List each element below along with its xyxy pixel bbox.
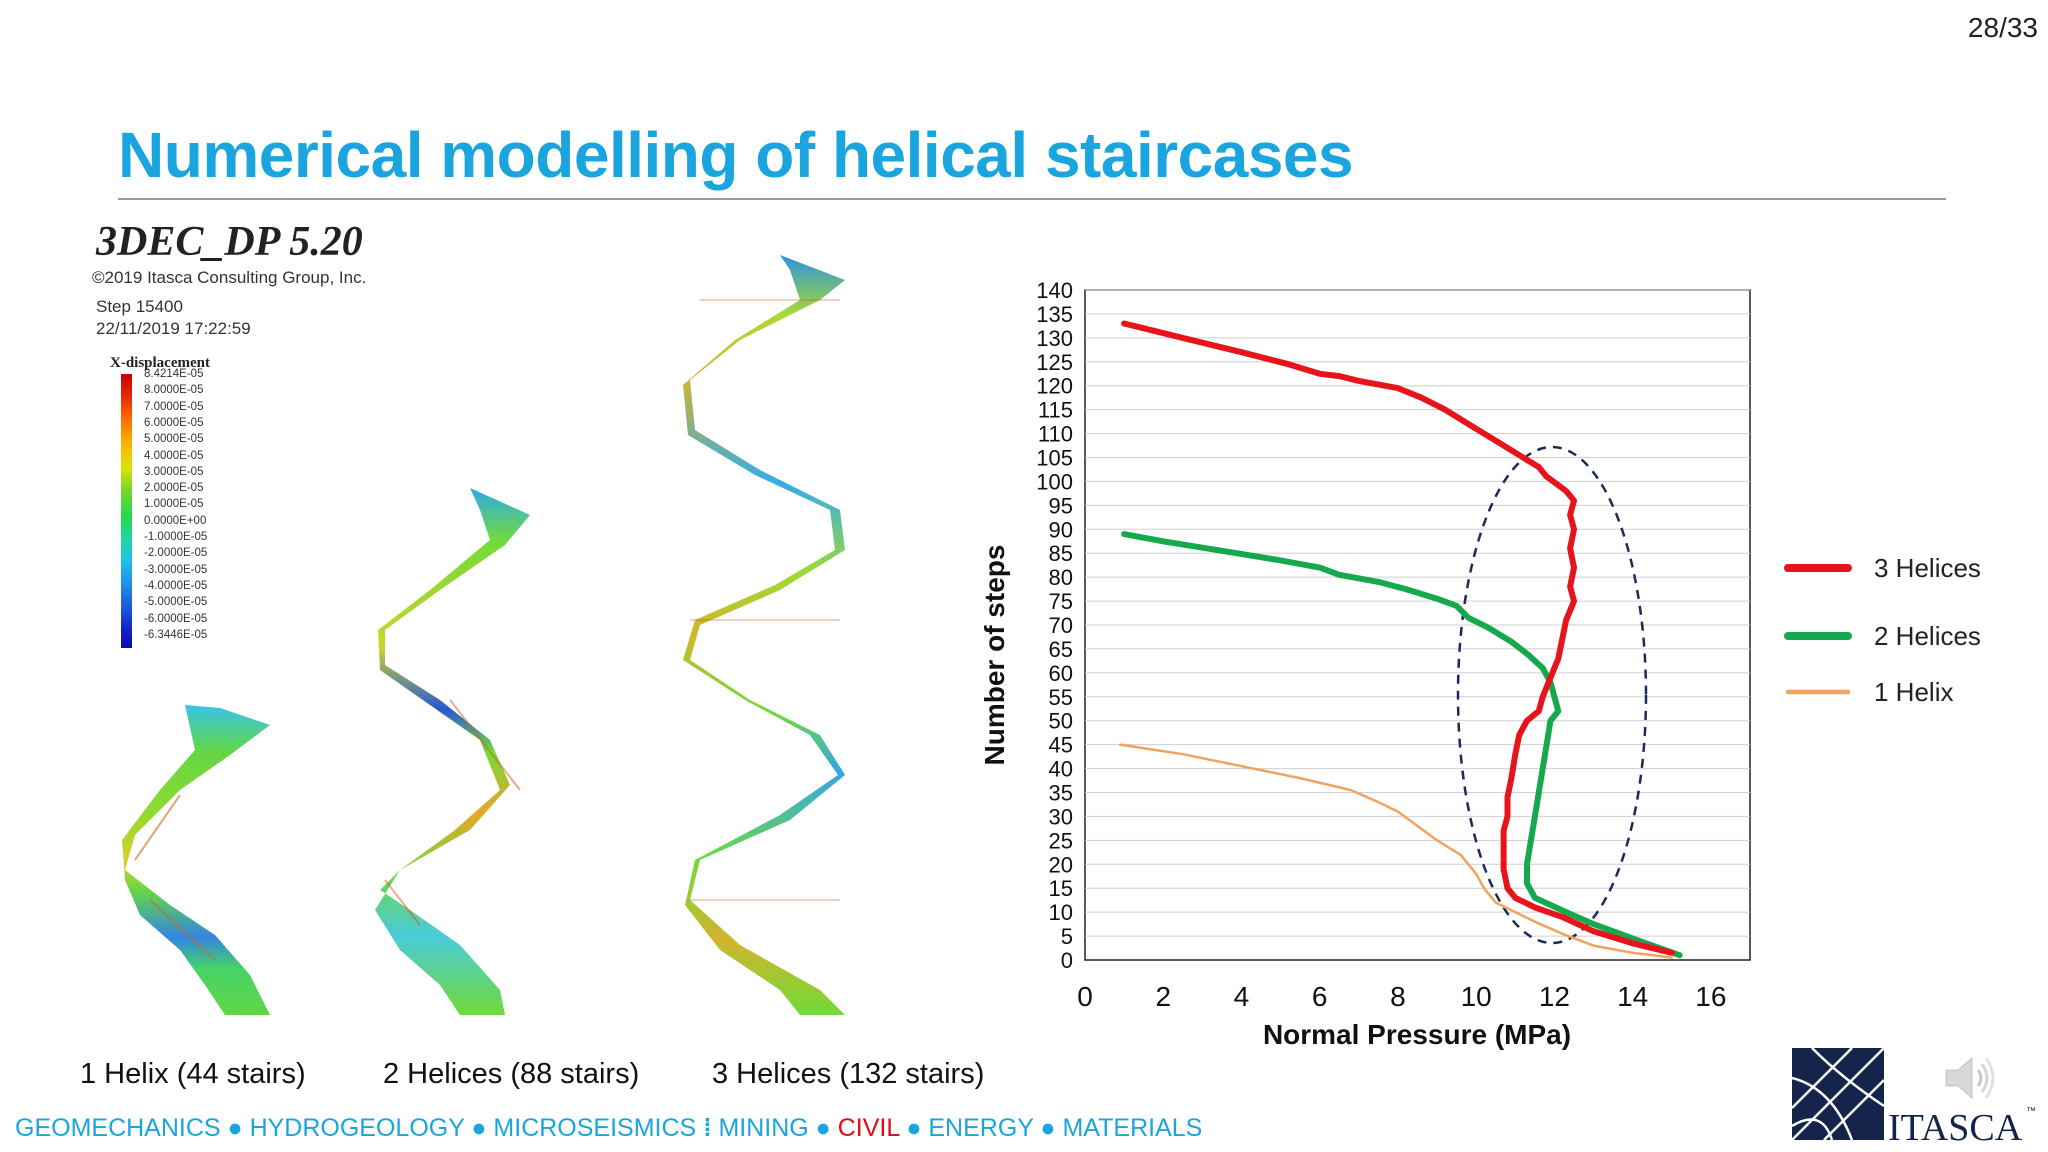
title-divider bbox=[118, 198, 1946, 200]
chart-legend: 3 Helices 2 Helices 1 Helix bbox=[1784, 553, 1981, 707]
series-line-1-helix bbox=[1118, 743, 1674, 959]
y-tick-label: 120 bbox=[1036, 374, 1073, 399]
simulation-title: 3DEC_DP 5.20 bbox=[96, 219, 363, 265]
y-tick-label: 40 bbox=[1049, 757, 1073, 782]
colorbar-label: 8.4214E-05 bbox=[144, 368, 204, 380]
footer-mining: MINING ● bbox=[718, 1114, 831, 1142]
simulation-copyright: ©2019 Itasca Consulting Group, Inc. bbox=[92, 268, 367, 287]
x-tick-label: 12 bbox=[1539, 981, 1570, 1012]
legend-label: 2 Helices bbox=[1874, 621, 1981, 651]
itasca-logo: ITASCA ™ bbox=[1792, 1048, 2036, 1148]
svg-text:™: ™ bbox=[2026, 1106, 2036, 1117]
colorbar-label: -6.0000E-05 bbox=[144, 612, 208, 625]
y-tick-label: 45 bbox=[1049, 733, 1073, 758]
y-tick-label: 35 bbox=[1049, 781, 1073, 806]
colorbar-label: -5.0000E-05 bbox=[144, 596, 208, 609]
helical-staircase-renderings bbox=[122, 255, 845, 1015]
y-axis-label: Number of steps bbox=[979, 545, 1010, 766]
data-series bbox=[1118, 320, 1683, 959]
highlight-ellipse bbox=[1456, 445, 1648, 945]
x-tick-label: 8 bbox=[1390, 981, 1406, 1012]
caption-3-helices: 3 Helices (132 stairs) bbox=[712, 1058, 985, 1090]
footer-separator: ⁞ bbox=[703, 1114, 712, 1142]
x-tick-label: 16 bbox=[1695, 981, 1726, 1012]
y-tick-label: 25 bbox=[1049, 828, 1073, 853]
y-tick-label: 20 bbox=[1049, 852, 1073, 877]
colorbar-label: -1.0000E-05 bbox=[144, 531, 208, 543]
y-axis-ticks: 0510152025303540455055606570758085909510… bbox=[1036, 278, 1073, 973]
colorbar-label: 4.0000E-05 bbox=[144, 449, 204, 462]
footer-group-1: GEOMECHANICS ● HYDROGEOLOGY ● MICROSEISM… bbox=[15, 1114, 697, 1142]
displacement-colorbar bbox=[121, 374, 132, 648]
y-tick-label: 125 bbox=[1036, 350, 1073, 375]
colorbar-label: 5.0000E-05 bbox=[144, 433, 204, 446]
colorbar-label: -2.0000E-05 bbox=[144, 547, 208, 560]
legend-label: 1 Helix bbox=[1874, 677, 1953, 707]
x-tick-label: 14 bbox=[1617, 981, 1648, 1012]
y-tick-label: 105 bbox=[1036, 446, 1073, 471]
y-tick-label: 30 bbox=[1049, 804, 1073, 829]
y-tick-label: 70 bbox=[1049, 613, 1073, 638]
colorbar-label: -4.0000E-05 bbox=[144, 579, 208, 592]
helix-1-rendering bbox=[122, 705, 270, 1015]
y-tick-label: 65 bbox=[1049, 637, 1073, 662]
y-tick-label: 90 bbox=[1049, 517, 1073, 542]
y-tick-label: 50 bbox=[1049, 709, 1073, 734]
x-tick-label: 2 bbox=[1155, 981, 1171, 1012]
x-axis-label: Normal Pressure (MPa) bbox=[1263, 1019, 1571, 1050]
y-tick-label: 110 bbox=[1038, 422, 1073, 447]
y-tick-label: 130 bbox=[1036, 326, 1073, 351]
colorbar-label: 1.0000E-05 bbox=[144, 498, 204, 511]
y-tick-label: 115 bbox=[1038, 398, 1073, 423]
slide-title: Numerical modelling of helical staircase… bbox=[118, 119, 1354, 191]
x-tick-label: 10 bbox=[1461, 981, 1492, 1012]
y-tick-label: 85 bbox=[1049, 541, 1073, 566]
caption-1-helix: 1 Helix (44 stairs) bbox=[80, 1058, 306, 1090]
colorbar-label: 2.0000E-05 bbox=[144, 482, 204, 495]
colorbar-label: -6.3446E-05 bbox=[144, 628, 208, 641]
caption-2-helices: 2 Helices (88 stairs) bbox=[383, 1058, 640, 1090]
colorbar-label: 6.0000E-05 bbox=[144, 416, 204, 429]
x-tick-label: 0 bbox=[1077, 981, 1093, 1012]
y-tick-label: 140 bbox=[1036, 278, 1073, 303]
grid-lines bbox=[1085, 289, 1750, 937]
page-number: 28/33 bbox=[1967, 12, 2038, 43]
y-tick-label: 55 bbox=[1049, 685, 1073, 710]
y-tick-label: 15 bbox=[1049, 876, 1073, 901]
simulation-step: Step 15400 bbox=[96, 297, 183, 316]
y-tick-label: 10 bbox=[1049, 900, 1073, 925]
colorbar-label: 8.0000E-05 bbox=[144, 384, 204, 397]
colorbar-label: 3.0000E-05 bbox=[144, 465, 204, 478]
normal-pressure-chart: 0510152025303540455055606570758085909510… bbox=[979, 278, 1981, 1050]
y-tick-label: 5 bbox=[1061, 924, 1073, 949]
x-tick-label: 6 bbox=[1312, 981, 1328, 1012]
x-axis-ticks: 0 2 4 6 8 10 12 14 16 bbox=[1077, 981, 1726, 1012]
y-tick-label: 0 bbox=[1061, 948, 1073, 973]
colorbar-label: -3.0000E-05 bbox=[144, 563, 208, 576]
legend-label: 3 Helices bbox=[1874, 553, 1981, 583]
x-tick-label: 4 bbox=[1234, 981, 1250, 1012]
y-tick-label: 95 bbox=[1049, 493, 1073, 518]
colorbar-label: 0.0000E+00 bbox=[144, 514, 207, 527]
y-tick-label: 75 bbox=[1049, 589, 1073, 614]
displacement-legend-title: X-displacement bbox=[110, 355, 210, 371]
y-tick-label: 80 bbox=[1049, 565, 1073, 590]
footer-civil: CIVIL bbox=[837, 1114, 900, 1142]
simulation-date: 22/11/2019 17:22:59 bbox=[96, 319, 251, 338]
svg-text:ITASCA: ITASCA bbox=[1888, 1107, 2023, 1148]
y-tick-label: 100 bbox=[1036, 469, 1073, 494]
y-tick-label: 60 bbox=[1049, 661, 1073, 686]
speaker-icon[interactable] bbox=[1940, 1048, 2000, 1108]
series-line-3-helices bbox=[1121, 320, 1675, 956]
colorbar-label: 7.0000E-05 bbox=[144, 400, 204, 413]
footer-disciplines: GEOMECHANICS ● HYDROGEOLOGY ● MICROSEISM… bbox=[15, 1114, 1202, 1143]
y-tick-label: 135 bbox=[1036, 302, 1073, 327]
footer-group-2: ● ENERGY ● MATERIALS bbox=[906, 1114, 1203, 1142]
